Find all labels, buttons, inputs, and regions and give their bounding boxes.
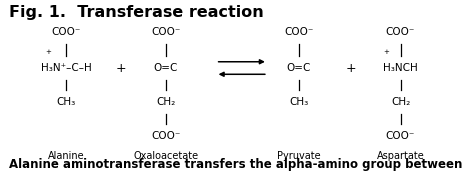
Text: CH₂: CH₂ [391, 97, 410, 107]
Text: +: + [116, 62, 126, 74]
Text: H₃NCH: H₃NCH [383, 63, 418, 73]
Text: +: + [46, 49, 51, 55]
Text: COO⁻: COO⁻ [151, 131, 181, 141]
Text: COO⁻: COO⁻ [52, 27, 81, 37]
Text: CH₃: CH₃ [289, 97, 308, 107]
Text: Aspartate: Aspartate [377, 151, 424, 161]
Text: +: + [346, 62, 356, 74]
Text: Alanine aminotransferase transfers the alpha-amino group between: Alanine aminotransferase transfers the a… [9, 158, 463, 171]
Text: O=C: O=C [286, 63, 311, 73]
Text: Fig. 1.  Transferase reaction: Fig. 1. Transferase reaction [9, 5, 264, 20]
Text: COO⁻: COO⁻ [386, 27, 415, 37]
Text: O=C: O=C [154, 63, 178, 73]
Text: H₃N⁺–C–H: H₃N⁺–C–H [41, 63, 92, 73]
Text: CH₂: CH₂ [156, 97, 175, 107]
Text: CH₃: CH₃ [57, 97, 76, 107]
Text: Pyruvate: Pyruvate [277, 151, 320, 161]
Text: +: + [383, 49, 389, 55]
Text: Alanine: Alanine [48, 151, 85, 161]
Text: COO⁻: COO⁻ [386, 131, 415, 141]
Text: Oxaloacetate: Oxaloacetate [133, 151, 199, 161]
Text: COO⁻: COO⁻ [284, 27, 313, 37]
Text: COO⁻: COO⁻ [151, 27, 181, 37]
